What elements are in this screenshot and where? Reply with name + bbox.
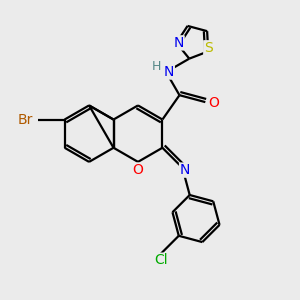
Text: Cl: Cl (155, 253, 168, 267)
Text: Br: Br (18, 112, 33, 127)
Text: O: O (208, 96, 219, 110)
Text: H: H (152, 60, 161, 73)
Text: N: N (164, 65, 174, 79)
Text: N: N (180, 163, 190, 177)
Text: N: N (174, 36, 184, 50)
Text: S: S (204, 41, 213, 55)
Text: O: O (133, 163, 143, 177)
